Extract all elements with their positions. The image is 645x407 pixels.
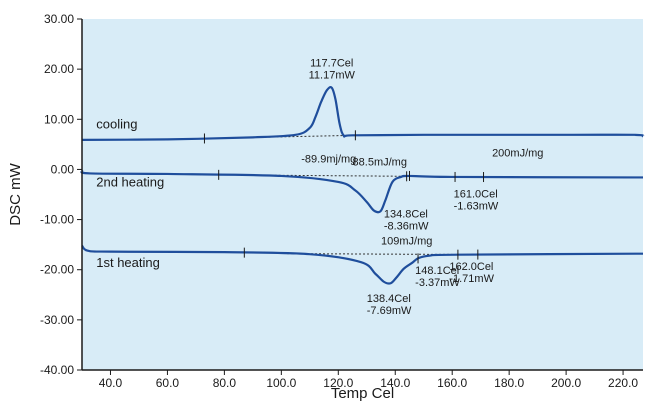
- x-tick-label: 80.0: [213, 376, 237, 390]
- x-tick-label: 60.0: [156, 376, 180, 390]
- annotation-7-line-0: 148.1Cel: [415, 265, 459, 277]
- x-tick-label: 220.0: [608, 376, 638, 390]
- annotation-4: 134.8Cel -8.36mW: [384, 209, 429, 233]
- annotation-8-line-1: -1.71mW: [449, 273, 494, 285]
- annotation-5-line-0: 161.0Cel: [454, 189, 498, 201]
- series-label-1st-heating: 1st heating: [96, 255, 160, 270]
- baseline-2nd-heating: [218, 174, 407, 177]
- plot-area: [82, 19, 643, 370]
- x-tick-label: 40.0: [99, 376, 123, 390]
- annotation-2-line-0: 200mJ/mg: [492, 147, 543, 159]
- annotation-3: 88.5mJ/mg: [353, 156, 407, 168]
- x-tick-label: 120.0: [323, 376, 353, 390]
- tick-group: 40.0 60.0 80.0 100.0 120.0 140.0 160.0 180.0 200…: [40, 12, 638, 390]
- series-line-1st-heating: [81, 244, 644, 285]
- series-line-cooling: [81, 86, 645, 141]
- marker-group: [203, 130, 485, 264]
- annotation-1: -89.9mj/mg: [301, 153, 356, 165]
- annotation-5: 161.0Cel -1.63mW: [454, 189, 499, 213]
- y-tick-label: -20.00: [40, 263, 74, 277]
- annotation-7: 148.1Cel -3.37mW: [415, 265, 460, 289]
- annotation-6-line-0: 109mJ/mg: [381, 236, 432, 248]
- x-tick-label: 180.0: [494, 376, 524, 390]
- annotation-8: 162.0Cel -1.71mW: [449, 261, 494, 285]
- annotation-9: 138.4Cel -7.69mW: [367, 293, 412, 317]
- series-label-cooling: cooling: [96, 116, 137, 131]
- y-tick-label: 10.00: [44, 112, 74, 126]
- annotation-5-line-1: -1.63mW: [454, 201, 499, 213]
- y-axis-title: DSC mW: [7, 162, 24, 225]
- y-tick-label: -40.00: [40, 363, 74, 377]
- series-label-2nd-heating: 2nd heating: [96, 174, 164, 189]
- y-tick-label: 0.00: [51, 162, 75, 176]
- annotation-6: 109mJ/mg: [381, 236, 432, 248]
- annotation-1-line-0: -89.9mj/mg: [301, 153, 356, 165]
- label-group: cooling 2nd heating 1st heating 117.7Cel 11.…: [96, 58, 543, 317]
- annotation-3-line-0: 88.5mJ/mg: [353, 156, 407, 168]
- x-tick-label: 160.0: [437, 376, 467, 390]
- annotation-7-line-1: -3.37mW: [415, 277, 460, 289]
- x-tick-label: 200.0: [551, 376, 581, 390]
- y-tick-label: -30.00: [40, 313, 74, 327]
- annotation-0-line-0: 117.7Cel: [310, 58, 353, 70]
- annotation-9-line-1: -7.69mW: [367, 305, 412, 317]
- annotation-4-line-1: -8.36mW: [384, 221, 429, 233]
- annotation-9-line-0: 138.4Cel: [367, 293, 411, 305]
- annotation-0-line-1: 11.17mW: [309, 70, 356, 82]
- y-tick-label: 30.00: [44, 12, 74, 26]
- axes-group: [81, 19, 643, 371]
- y-tick-label: -10.00: [40, 213, 74, 227]
- x-tick-label: 140.0: [380, 376, 410, 390]
- annotation-0: 117.7Cel 11.17mW: [309, 58, 356, 82]
- x-axis-title: Temp Cel: [331, 385, 394, 402]
- annotation-8-line-0: 162.0Cel: [449, 261, 493, 273]
- annotation-4-line-0: 134.8Cel: [384, 209, 428, 221]
- y-tick-label: 20.00: [44, 62, 74, 76]
- annotation-2: 200mJ/mg: [492, 147, 543, 159]
- x-tick-label: 100.0: [266, 376, 296, 390]
